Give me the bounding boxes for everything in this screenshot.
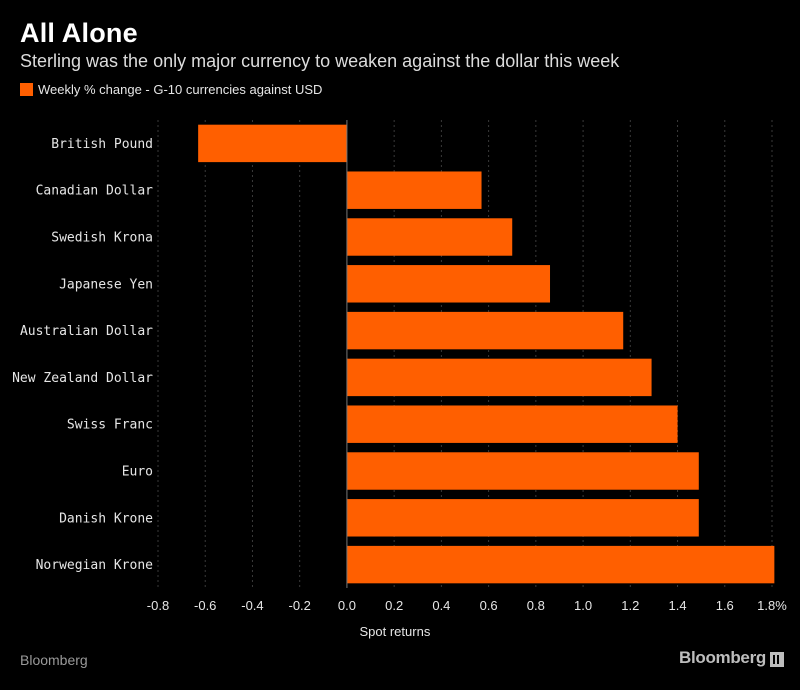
bar xyxy=(346,311,624,350)
terminal-icon xyxy=(770,651,784,667)
category-label: Japanese Yen xyxy=(59,277,153,292)
tick-label: 1.4 xyxy=(668,598,686,613)
category-label: Swedish Krona xyxy=(51,231,153,246)
source-label: Bloomberg xyxy=(20,652,88,668)
tick-label: -0.6 xyxy=(194,598,216,613)
category-label: Swiss Franc xyxy=(67,418,153,433)
category-label: New Zealand Dollar xyxy=(12,371,153,386)
tick-label: 1.2 xyxy=(621,598,639,613)
bar xyxy=(198,124,347,163)
tick-label: -0.4 xyxy=(241,598,263,613)
bar xyxy=(346,545,775,584)
chart-title: All Alone xyxy=(20,18,138,48)
category-label: Euro xyxy=(122,465,153,480)
bar xyxy=(346,265,551,303)
legend-swatch xyxy=(20,83,33,96)
legend-label: Weekly % change - G-10 currencies agains… xyxy=(38,82,323,97)
chart-subtitle: Sterling was the only major currency to … xyxy=(20,51,620,71)
tick-label: 0.2 xyxy=(385,598,403,613)
category-label: Danish Krone xyxy=(59,511,153,526)
x-axis-label: Spot returns xyxy=(360,624,431,639)
tick-label: 0.0 xyxy=(338,598,356,613)
tick-label: 1.6 xyxy=(716,598,734,613)
legend: Weekly % change - G-10 currencies agains… xyxy=(20,82,322,97)
tick-label: 1.0 xyxy=(574,598,592,613)
bar xyxy=(346,218,513,256)
bar xyxy=(346,405,678,443)
category-label: Canadian Dollar xyxy=(36,184,154,199)
bloomberg-logo: Bloomberg xyxy=(679,648,784,668)
tick-label: -0.8 xyxy=(147,598,169,613)
tick-label: 1.8% xyxy=(757,598,787,613)
category-label: Norwegian Krone xyxy=(36,558,154,573)
bar xyxy=(346,171,482,209)
bar xyxy=(346,452,699,490)
brand-label: Bloomberg xyxy=(678,648,766,667)
tick-label: 0.6 xyxy=(480,598,498,613)
category-label: Australian Dollar xyxy=(20,324,153,339)
category-label: British Pound xyxy=(51,137,153,152)
bar xyxy=(346,358,652,397)
tick-label: 0.4 xyxy=(432,598,450,613)
bar xyxy=(346,499,699,537)
tick-label: 0.8 xyxy=(527,598,545,613)
tick-label: -0.2 xyxy=(288,598,310,613)
